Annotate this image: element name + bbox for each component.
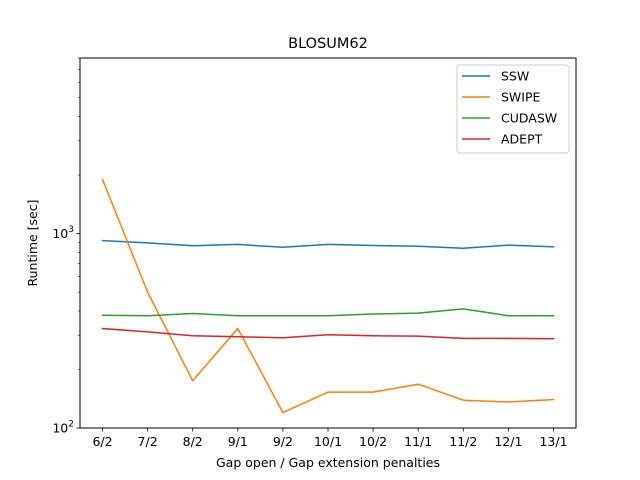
x-tick-label: 8/2 <box>183 434 203 449</box>
x-tick-label: 10/2 <box>359 434 387 449</box>
x-tick-label: 11/2 <box>449 434 477 449</box>
legend-box <box>456 64 570 154</box>
x-tick-label: 6/2 <box>92 434 112 449</box>
y-tick-label: 102 <box>52 420 74 436</box>
x-tick-label: 10/1 <box>314 434 342 449</box>
series-line-ssw <box>101 239 555 250</box>
legend-label-swipe: SWIPE <box>501 90 541 105</box>
series-line-adept <box>101 327 555 340</box>
x-tick-label: 9/2 <box>273 434 293 449</box>
series-line-swipe <box>101 178 555 414</box>
y-axis-ticks: 102 103 <box>52 57 80 436</box>
plot-frame <box>79 57 577 429</box>
x-axis-label: Gap open / Gap extension penalties <box>216 455 440 470</box>
x-axis-ticks: 6/2 7/2 8/2 9/1 9/2 10/1 10/2 11/1 11/2 12/1 13/1 <box>92 428 568 449</box>
x-tick-label: 13/1 <box>539 434 567 449</box>
x-tick-label: 7/2 <box>138 434 158 449</box>
legend-label-cudasw: CUDASW <box>501 111 557 126</box>
chart-title: BLOSUM62 <box>288 36 368 52</box>
y-tick-label: 103 <box>52 225 74 241</box>
y-axis-label: Runtime [sec] <box>25 199 40 286</box>
legend-label-adept: ADEPT <box>501 132 543 147</box>
legend: SSW SWIPE CUDASW ADEPT <box>456 64 570 154</box>
legend-label-ssw: SSW <box>501 69 529 84</box>
x-tick-label: 11/1 <box>404 434 432 449</box>
series-line-cudasw <box>101 308 555 317</box>
x-tick-label: 12/1 <box>494 434 522 449</box>
series-layer <box>101 178 555 414</box>
x-tick-label: 9/1 <box>228 434 248 449</box>
